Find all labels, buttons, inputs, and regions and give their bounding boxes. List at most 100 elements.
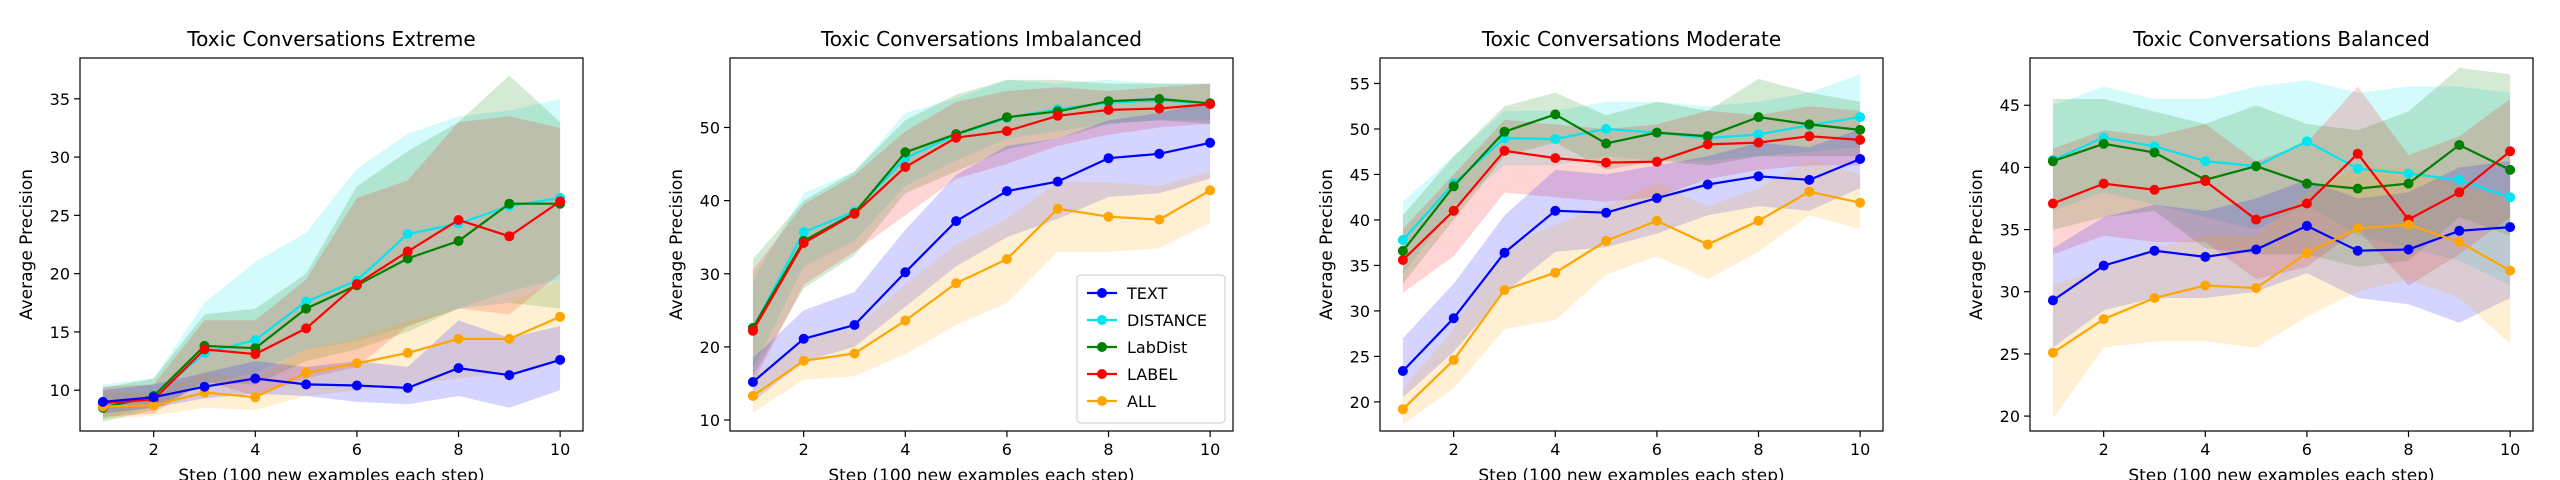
data-point-labdist bbox=[2505, 164, 2516, 175]
x-tick-label: 4 bbox=[900, 440, 910, 459]
data-point-all bbox=[148, 400, 159, 411]
x-axis-label: Step (100 new examples each step) bbox=[2128, 466, 2434, 480]
data-point-labdist bbox=[2403, 178, 2414, 189]
data-point-label bbox=[1601, 157, 1612, 168]
legend-label-distance: DISTANCE bbox=[1127, 311, 1207, 330]
series-line-text bbox=[1402, 157, 1861, 372]
data-point-text bbox=[1753, 171, 1764, 182]
y-axis-label: Average Precision bbox=[667, 169, 687, 320]
data-point-labdist bbox=[2149, 147, 2160, 158]
data-point-label bbox=[1753, 137, 1764, 148]
series-line-labdist bbox=[751, 97, 1211, 329]
data-point-label bbox=[555, 196, 566, 207]
data-point-text bbox=[1702, 179, 1713, 190]
x-tick-label: 10 bbox=[2500, 440, 2520, 459]
data-point-all bbox=[2200, 280, 2211, 291]
x-tick-label: 4 bbox=[250, 440, 260, 459]
data-point-text bbox=[2149, 245, 2160, 256]
data-point-text bbox=[1001, 186, 1012, 197]
y-tick-label: 45 bbox=[2000, 96, 2020, 115]
confidence-band-label bbox=[102, 116, 561, 418]
chart-title: Toxic Conversations Imbalanced bbox=[820, 27, 1142, 51]
data-point-label bbox=[1154, 103, 1165, 114]
y-tick-label: 30 bbox=[2000, 283, 2020, 302]
data-point-text bbox=[747, 377, 758, 387]
data-point-all bbox=[2047, 347, 2058, 358]
data-point-text bbox=[1397, 366, 1408, 376]
x-tick-label: 8 bbox=[2403, 440, 2413, 459]
data-point-labdist bbox=[1804, 119, 1815, 130]
data-point-text bbox=[1804, 174, 1815, 185]
data-point-all bbox=[1651, 215, 1662, 226]
y-axis-label: Average Precision bbox=[1317, 169, 1337, 320]
data-point-all bbox=[1550, 267, 1561, 278]
data-point-distance bbox=[250, 335, 261, 346]
confidence-band-distance bbox=[1402, 74, 1861, 275]
data-point-text bbox=[2200, 251, 2211, 262]
series-line-all bbox=[2052, 223, 2511, 354]
data-point-label bbox=[2047, 198, 2058, 209]
x-tick-label: 2 bbox=[799, 440, 809, 459]
data-point-distance bbox=[1397, 235, 1408, 245]
y-tick-label: 55 bbox=[1350, 74, 1370, 93]
data-point-labdist bbox=[2251, 161, 2262, 172]
y-tick-label: 30 bbox=[700, 265, 720, 284]
x-tick-label: 10 bbox=[550, 440, 570, 459]
data-point-labdist bbox=[453, 236, 464, 246]
data-point-distance bbox=[798, 227, 809, 238]
y-tick-label: 25 bbox=[2000, 345, 2020, 364]
data-point-all bbox=[301, 367, 312, 378]
data-point-labdist bbox=[2098, 138, 2109, 149]
data-point-label bbox=[1001, 126, 1012, 137]
data-point-label bbox=[849, 208, 860, 219]
data-point-text bbox=[148, 392, 159, 403]
data-point-text bbox=[555, 354, 566, 365]
data-point-all bbox=[351, 358, 362, 369]
y-tick-label: 25 bbox=[1350, 347, 1370, 366]
data-point-distance bbox=[2301, 136, 2312, 147]
data-point-label bbox=[2454, 187, 2465, 198]
series-line-all bbox=[102, 315, 561, 408]
data-point-label bbox=[1804, 131, 1815, 142]
data-point-text bbox=[1448, 313, 1459, 324]
series-line-labdist bbox=[2052, 142, 2511, 190]
data-point-text bbox=[2047, 295, 2058, 306]
y-tick-label: 35 bbox=[1350, 256, 1370, 275]
data-point-all bbox=[798, 355, 809, 366]
y-tick-label: 25 bbox=[50, 206, 70, 225]
data-point-all bbox=[1103, 211, 1114, 222]
data-point-label bbox=[1103, 104, 1114, 115]
data-point-all bbox=[1052, 203, 1063, 214]
data-point-all bbox=[2098, 314, 2109, 325]
data-point-text bbox=[1601, 207, 1612, 218]
data-point-distance bbox=[402, 229, 413, 239]
data-point-label bbox=[747, 325, 758, 336]
data-point-labdist bbox=[1001, 112, 1012, 123]
chart-panel-4: 2 4 6 8 10 20 25 30 35 40 45 Toxic Conversations Ba… bbox=[1967, 27, 2534, 480]
data-point-all bbox=[2149, 293, 2160, 303]
data-point-all bbox=[900, 315, 911, 326]
data-point-text bbox=[798, 333, 809, 344]
data-point-text bbox=[1855, 154, 1866, 164]
y-tick-label: 20 bbox=[700, 338, 720, 357]
x-tick-label: 2 bbox=[2099, 440, 2109, 459]
data-point-all bbox=[1205, 185, 1216, 196]
x-tick-label: 8 bbox=[1103, 440, 1113, 459]
x-tick-label: 10 bbox=[1850, 440, 1870, 459]
data-point-labdist bbox=[900, 147, 911, 158]
data-point-text bbox=[2352, 245, 2363, 256]
data-point-text bbox=[1651, 193, 1662, 204]
data-point-distance bbox=[301, 296, 312, 307]
confidence-band-distance bbox=[2052, 80, 2511, 286]
confidence-band-labdist bbox=[1402, 78, 1861, 284]
data-point-text bbox=[97, 396, 108, 407]
confidence-band-all bbox=[2052, 167, 2511, 419]
x-tick-label: 10 bbox=[1200, 440, 1220, 459]
x-axis-label: Step (100 new examples each step) bbox=[178, 466, 484, 480]
series-line-label bbox=[751, 103, 1211, 332]
data-point-labdist bbox=[402, 253, 413, 264]
data-point-label bbox=[2352, 148, 2363, 159]
data-point-distance bbox=[1550, 134, 1561, 144]
data-point-text bbox=[900, 267, 911, 278]
data-point-label bbox=[504, 231, 515, 242]
